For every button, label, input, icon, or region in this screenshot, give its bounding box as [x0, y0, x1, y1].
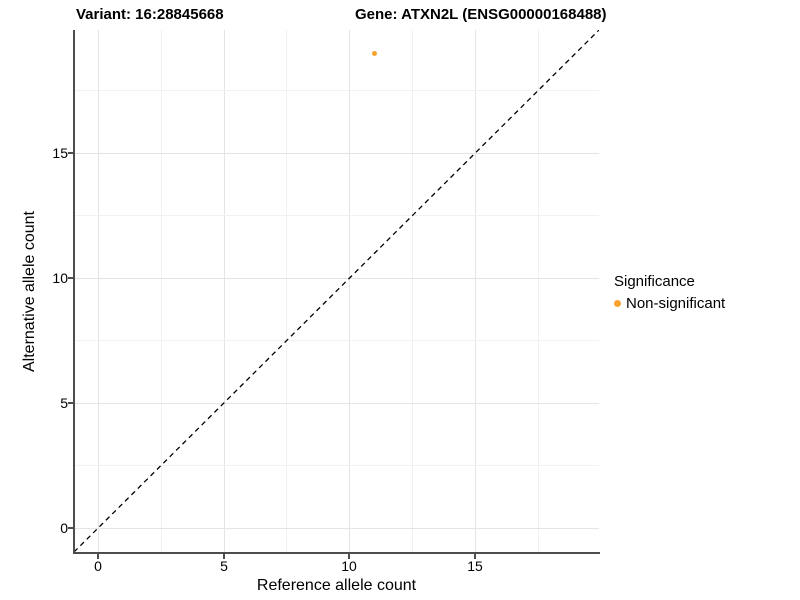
- y-tick-label: 0: [60, 520, 68, 536]
- gridline: [74, 528, 599, 529]
- plot-panel: [74, 30, 599, 553]
- plot-title-gene: Gene: ATXN2L (ENSG00000168488): [355, 6, 607, 23]
- y-axis-title: Alternative allele count: [21, 211, 38, 372]
- data-point: [372, 51, 377, 56]
- x-axis-line: [73, 552, 600, 554]
- gridline: [98, 30, 99, 553]
- gridline: [349, 30, 350, 553]
- gridline: [538, 30, 539, 553]
- gridline: [412, 30, 413, 553]
- x-axis-tick: [474, 554, 476, 559]
- gridline: [74, 90, 599, 91]
- x-tick-label: 15: [467, 558, 483, 574]
- y-axis-tick: [68, 527, 73, 529]
- legend-item-label: Non-significant: [626, 295, 726, 312]
- y-axis-line: [73, 30, 75, 554]
- legend: Significance Non-significant: [614, 272, 725, 313]
- y-axis-tick: [68, 152, 73, 154]
- x-axis-tick: [97, 554, 99, 559]
- x-axis-tick: [348, 554, 350, 559]
- gridline: [475, 30, 476, 553]
- x-axis-tick: [223, 554, 225, 559]
- gridline: [74, 340, 599, 341]
- x-tick-label: 5: [220, 558, 228, 574]
- y-tick-label: 15: [52, 145, 68, 161]
- y-axis-tick: [68, 402, 73, 404]
- legend-point-icon: [614, 300, 621, 307]
- y-tick-label: 10: [52, 270, 68, 286]
- legend-item: Non-significant: [614, 294, 725, 313]
- gridline: [161, 30, 162, 553]
- gridline: [74, 465, 599, 466]
- gridline: [74, 215, 599, 216]
- x-tick-label: 0: [94, 558, 102, 574]
- gridline: [286, 30, 287, 553]
- identity-line: [74, 30, 599, 553]
- y-axis-tick: [68, 277, 73, 279]
- x-tick-label: 10: [341, 558, 357, 574]
- gridline: [74, 403, 599, 404]
- y-tick-label: 5: [60, 395, 68, 411]
- gridline: [74, 278, 599, 279]
- gridline: [74, 153, 599, 154]
- x-axis-title: Reference allele count: [256, 577, 417, 594]
- plot-title-variant: Variant: 16:28845668: [76, 6, 224, 23]
- gridline: [224, 30, 225, 553]
- legend-title: Significance: [614, 273, 695, 290]
